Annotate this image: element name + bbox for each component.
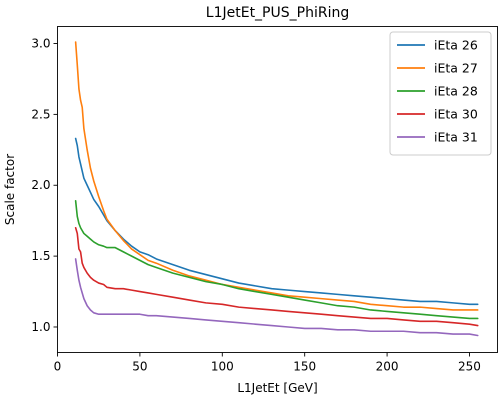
legend-entry-5: iEta 31 [434, 130, 478, 145]
x-tick-label: 0 [54, 360, 62, 374]
x-axis-label: L1JetEt [GeV] [237, 381, 317, 395]
x-tick-label: 200 [376, 360, 399, 374]
legend-entry-4: iEta 30 [434, 107, 478, 122]
legend-entry-1: iEta 26 [434, 38, 478, 53]
series-line-4 [76, 228, 478, 326]
series-line-5 [76, 259, 478, 336]
legend-entry-3: iEta 28 [434, 84, 478, 99]
y-tick-label: 3.0 [31, 37, 50, 51]
legend: iEta 26 iEta 27 iEta 28 iEta 30 iEta 31 [390, 32, 491, 155]
y-tick-label: 1.5 [31, 249, 50, 263]
y-tick-label: 2.5 [31, 107, 50, 121]
y-axis: 1.0 1.5 2.0 2.5 3.0 [31, 37, 57, 334]
y-tick-label: 2.0 [31, 178, 50, 192]
legend-entry-2: iEta 27 [434, 61, 478, 76]
x-tick-label: 250 [458, 360, 481, 374]
chart-title: L1JetEt_PUS_PhiRing [206, 5, 349, 21]
y-axis-label: Scale factor [3, 154, 17, 225]
x-tick-label: 100 [211, 360, 234, 374]
x-axis: 0 50 100 150 200 250 [54, 353, 481, 374]
series-line-1 [76, 138, 478, 304]
x-tick-label: 150 [293, 360, 316, 374]
x-tick-label: 50 [132, 360, 147, 374]
y-tick-label: 1.0 [31, 320, 50, 334]
